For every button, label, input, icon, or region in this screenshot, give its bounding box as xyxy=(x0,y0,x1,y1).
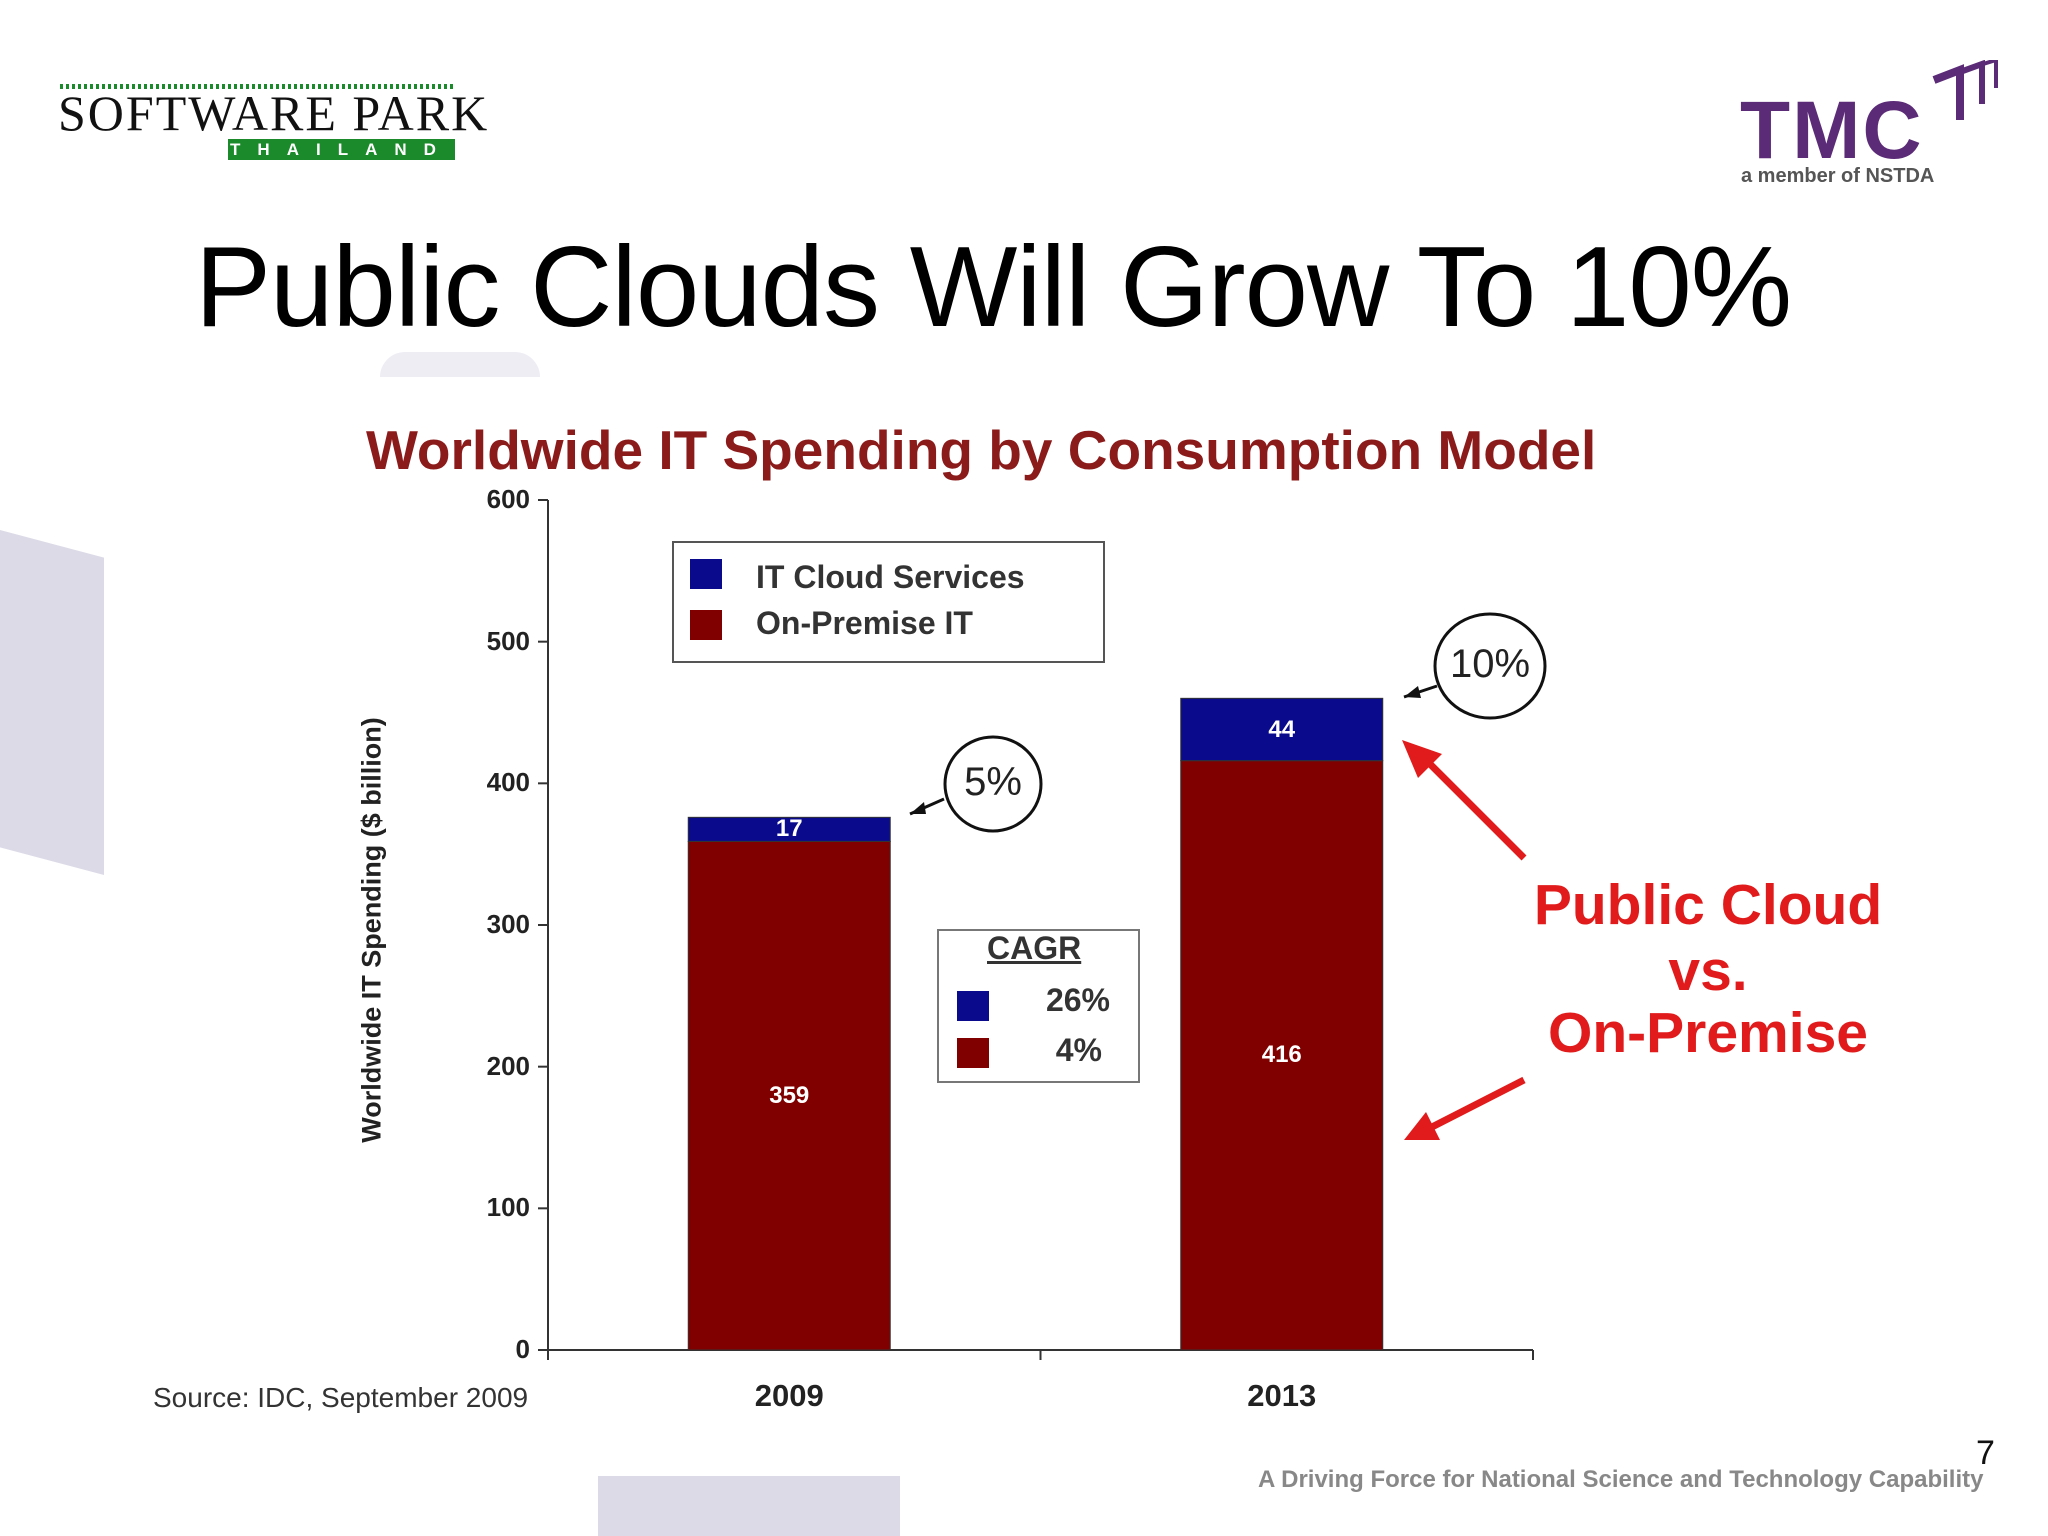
cagr-swatch-cloud xyxy=(957,991,989,1021)
annotation-on-premise: On-Premise xyxy=(1548,1001,1868,1065)
annotation-arrow-up-head xyxy=(1402,740,1442,778)
y-tick-label: 0 xyxy=(515,1334,530,1364)
annotation-arrow-up xyxy=(1419,753,1527,861)
callout-pointer-2013-head xyxy=(1404,686,1421,698)
callout-bubbles xyxy=(909,612,1547,833)
bar-segment xyxy=(1180,697,1384,762)
tmc-logo-text: TMC xyxy=(1740,85,1924,176)
slide-title: Public Clouds Will Grow To 10% xyxy=(195,224,1792,351)
chart-title: Worldwide IT Spending by Consumption Mod… xyxy=(366,419,1597,481)
y-axis-label: Worldwide IT Spending ($ billion) xyxy=(356,717,387,1143)
software-park-dotline xyxy=(60,84,456,89)
bar-value-label: 359 xyxy=(769,1081,810,1109)
page-number: 7 xyxy=(1976,1434,1995,1472)
annotation-public-cloud: Public Cloud xyxy=(1533,873,1883,937)
footer-tagline: A Driving Force for National Science and… xyxy=(1258,1466,1984,1493)
callout-pointer-2009-head xyxy=(910,802,926,814)
y-tick-label: 100 xyxy=(486,1192,530,1223)
legend-swatch-onpremise xyxy=(690,610,722,640)
annotation-arrows xyxy=(1402,740,1527,1140)
x-tick-label: 2009 xyxy=(754,1378,824,1413)
y-tick-label: 300 xyxy=(486,909,530,939)
annotation-arrow-down xyxy=(1428,1076,1526,1132)
y-tick-label: 500 xyxy=(486,625,530,656)
callout-bubble-2009 xyxy=(943,735,1043,833)
tmc-logo-subtext: a member of NSTDA xyxy=(1741,165,1935,187)
y-tick-label: 400 xyxy=(486,767,530,798)
source-note: Source: IDC, September 2009 xyxy=(153,1382,529,1413)
legend-label-onpremise: On-Premise IT xyxy=(756,605,973,641)
legend-swatch-cloud xyxy=(690,559,722,589)
y-tick-label: 200 xyxy=(486,1050,530,1081)
callout-bubble-2013 xyxy=(1433,612,1547,720)
bar-value-label: 416 xyxy=(1261,1041,1302,1069)
cagr-title: CAGR xyxy=(987,930,1082,966)
background-shape-bottom xyxy=(598,1476,900,1536)
callout-share-2009: 5% xyxy=(964,760,1022,804)
chart-legend xyxy=(672,541,1105,663)
software-park-logo-text: SOFTWARE PARK xyxy=(58,85,490,141)
callout-share-2013: 10% xyxy=(1449,642,1531,686)
background-shape-left xyxy=(0,530,104,875)
legend-label-cloud: IT Cloud Services xyxy=(756,559,1025,595)
x-tick-label: 2013 xyxy=(1247,1378,1317,1413)
cagr-value-cloud: 26% xyxy=(1045,982,1110,1018)
chart-plot xyxy=(538,499,1534,1360)
annotation-arrow-down-head xyxy=(1404,1112,1440,1140)
cagr-swatch-onpremise xyxy=(957,1038,989,1068)
bar-value-label: 17 xyxy=(775,815,803,843)
tmc-logo-mark-icon xyxy=(1932,60,1998,120)
bar-segment xyxy=(1180,760,1384,1351)
y-tick-label: 600 xyxy=(486,484,530,514)
annotation-vs: vs. xyxy=(1668,939,1748,1003)
background-shape-top xyxy=(380,352,540,377)
cagr-value-onpremise: 4% xyxy=(1055,1032,1102,1068)
software-park-logo-subtext: THAILAND xyxy=(228,139,455,160)
bar-value-label: 44 xyxy=(1268,715,1296,743)
bar-segment xyxy=(687,816,891,842)
